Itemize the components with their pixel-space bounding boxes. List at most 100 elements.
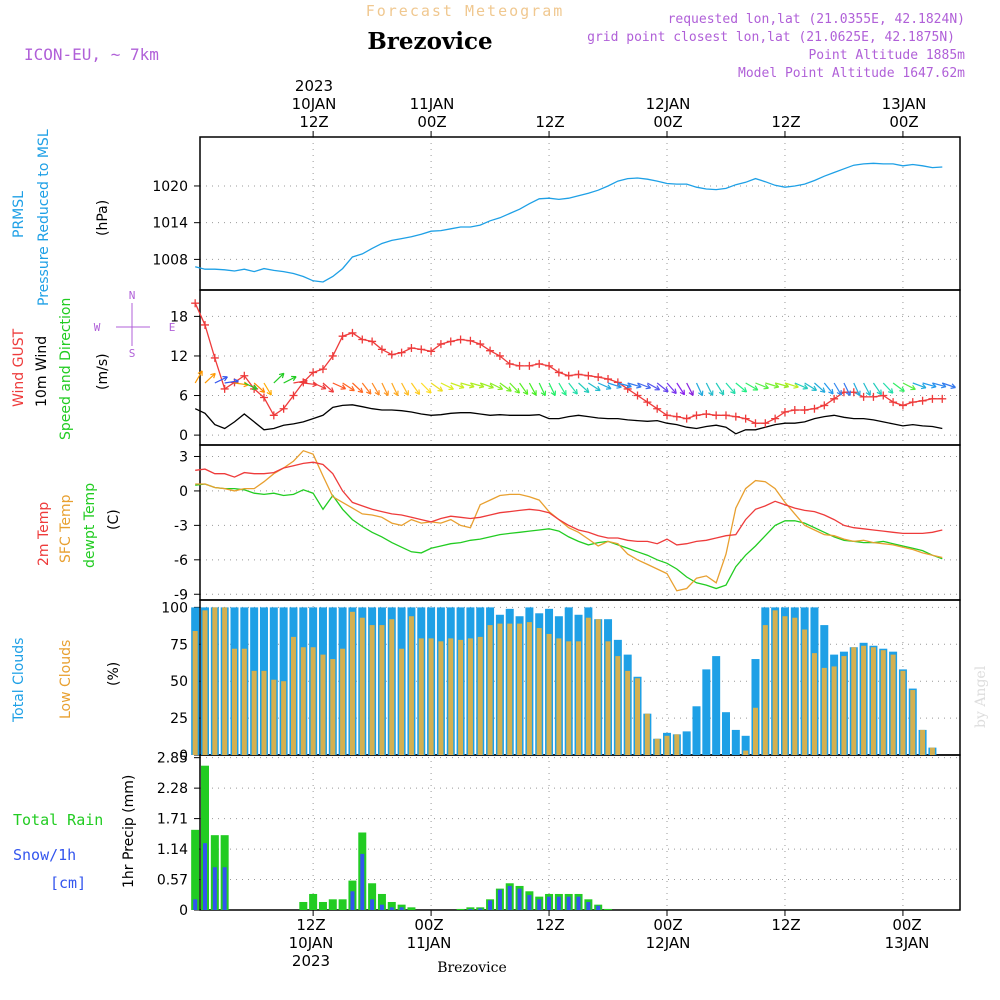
- arrow-shaft: [607, 382, 622, 388]
- low-cloud-bar: [585, 617, 591, 755]
- gridpoint-coords: grid point closest lon,lat (21.0625E, 42…: [587, 30, 955, 45]
- low-cloud-bar: [880, 650, 886, 755]
- snow-bar: [488, 900, 493, 910]
- total-cloud-bar: [712, 656, 721, 755]
- arrow-shaft: [676, 382, 685, 396]
- arrow-head: [931, 382, 937, 389]
- wind-direction-arrow: [391, 382, 399, 397]
- gust-marker: [191, 299, 200, 308]
- arrow-shaft: [401, 382, 409, 396]
- low-cloud-bar: [330, 659, 336, 755]
- gust-marker: [368, 337, 377, 346]
- arrow-head: [876, 389, 882, 396]
- arrow-shaft: [234, 382, 249, 386]
- arrow-head: [605, 384, 612, 390]
- rain-bar: [604, 908, 613, 910]
- snow-bar: [556, 896, 561, 910]
- arrow-head: [266, 389, 272, 396]
- pressure-panel: 1008 1014 1020: [152, 136, 961, 291]
- arrow-shaft: [410, 382, 421, 395]
- wind-direction-arrow: [814, 382, 826, 393]
- wind-direction-arrow: [519, 382, 529, 395]
- clouds-title-2: Low Clouds: [58, 640, 74, 719]
- precip-legend-cm: [cm]: [50, 874, 86, 892]
- wind-direction-arrow: [735, 382, 748, 393]
- low-cloud-bar: [212, 607, 218, 755]
- y-tick-label: 100: [161, 600, 188, 616]
- gust-marker: [240, 371, 249, 380]
- arrow-head: [819, 387, 826, 393]
- arrow-shaft: [381, 382, 389, 396]
- wind-direction-arrow: [381, 382, 389, 397]
- wind-direction-arrow: [804, 382, 818, 391]
- arrow-head: [278, 372, 285, 379]
- arrow-shaft: [460, 382, 475, 388]
- low-cloud-bar: [261, 670, 267, 755]
- gust-marker: [210, 353, 219, 362]
- arrow-head: [595, 385, 601, 392]
- y-tick-label: 3: [179, 449, 188, 465]
- credit: by Angel: [973, 665, 989, 728]
- wind-direction-arrow: [578, 382, 590, 394]
- rain-bar: [377, 893, 386, 910]
- arrow-head: [328, 387, 335, 393]
- top-tick-label: 00Z: [889, 113, 918, 131]
- gust-marker: [535, 359, 544, 368]
- low-cloud-bar: [497, 623, 503, 755]
- snow-bar: [527, 895, 532, 910]
- wind-direction-arrow: [686, 382, 694, 396]
- arrow-head: [572, 389, 578, 395]
- wind-direction-arrow: [263, 382, 272, 396]
- arrow-head: [654, 385, 661, 391]
- wind-direction-arrow: [283, 375, 297, 384]
- arrow-shaft: [705, 382, 714, 396]
- bottom-tick-label: 11JAN: [407, 934, 452, 952]
- y-tick-label: 50: [170, 674, 188, 690]
- gust-marker: [751, 419, 760, 428]
- y-tick-label: 0.57: [157, 873, 188, 889]
- snow-bar: [379, 904, 384, 910]
- arrow-head: [845, 390, 851, 397]
- gust-marker: [407, 344, 416, 353]
- low-cloud-bar: [743, 750, 749, 755]
- arrow-head: [522, 389, 529, 395]
- total-cloud-bar: [751, 659, 760, 755]
- wind-direction-arrow: [725, 382, 736, 395]
- wind-direction-arrow: [420, 382, 432, 394]
- low-cloud-bar: [566, 641, 572, 755]
- arrow-shaft: [538, 382, 546, 396]
- arrow-head: [488, 383, 494, 390]
- gust-marker: [269, 411, 278, 420]
- arrow-shaft: [509, 382, 520, 394]
- y-tick-label: -6: [174, 553, 188, 569]
- temp-unit: (C): [106, 509, 122, 530]
- low-cloud-bar: [320, 654, 326, 755]
- precip-unit: 1hr Precip (mm): [121, 775, 137, 888]
- low-cloud-bar: [920, 729, 926, 755]
- wind-direction-arrow: [430, 382, 444, 392]
- arrow-head: [828, 388, 834, 395]
- arrow-shaft: [853, 382, 861, 396]
- arrow-shaft: [332, 382, 346, 390]
- arrow-head: [210, 372, 216, 379]
- arrow-shaft: [224, 380, 239, 384]
- gust-marker: [476, 340, 485, 349]
- low-cloud-bar: [910, 690, 916, 755]
- arrow-shaft: [804, 382, 817, 391]
- wind-direction-arrow: [902, 382, 916, 391]
- wind-direction-arrow: [676, 382, 686, 396]
- arrow-shaft: [283, 376, 297, 384]
- arrow-shaft: [470, 382, 485, 388]
- low-cloud-bar: [222, 607, 228, 755]
- arrow-shaft: [656, 382, 669, 393]
- wind-direction-arrow: [647, 382, 661, 391]
- low-cloud-bar: [625, 670, 631, 755]
- low-cloud-bar: [399, 648, 405, 755]
- top-tick-label: 12Z: [299, 113, 328, 131]
- arrow-shaft: [666, 382, 677, 394]
- gust-marker: [790, 406, 799, 415]
- low-cloud-bar: [467, 638, 473, 755]
- arrow-shaft: [420, 382, 432, 394]
- wind-direction-arrow: [352, 382, 364, 394]
- arrow-shaft: [578, 382, 590, 393]
